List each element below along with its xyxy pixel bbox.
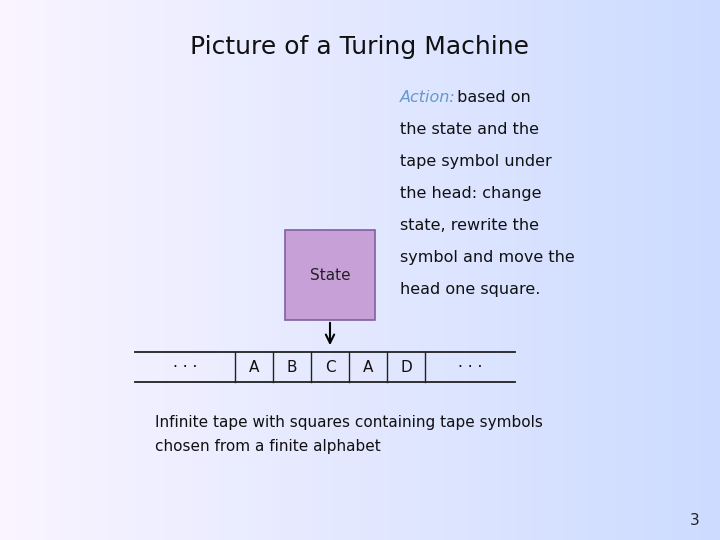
Text: · · ·: · · ·	[458, 360, 482, 375]
Text: chosen from a finite alphabet: chosen from a finite alphabet	[155, 439, 381, 454]
Text: tape symbol under: tape symbol under	[400, 154, 552, 169]
Text: A: A	[249, 360, 259, 375]
Text: head one square.: head one square.	[400, 282, 541, 297]
Text: B: B	[287, 360, 297, 375]
Text: A: A	[363, 360, 373, 375]
Text: based on: based on	[452, 90, 531, 105]
Text: 3: 3	[690, 513, 700, 528]
Text: the head: change: the head: change	[400, 186, 541, 201]
Text: symbol and move the: symbol and move the	[400, 250, 575, 265]
Text: · · ·: · · ·	[173, 360, 197, 375]
Text: C: C	[325, 360, 336, 375]
Text: Action:: Action:	[400, 90, 456, 105]
Bar	[285, 230, 375, 320]
Text: the state and the: the state and the	[400, 122, 539, 137]
Text: Infinite tape with squares containing tape symbols: Infinite tape with squares containing ta…	[155, 415, 543, 430]
Text: state, rewrite the: state, rewrite the	[400, 218, 539, 233]
Text: D: D	[400, 360, 412, 375]
Text: State: State	[310, 267, 351, 282]
Text: Picture of a Turing Machine: Picture of a Turing Machine	[191, 35, 529, 59]
